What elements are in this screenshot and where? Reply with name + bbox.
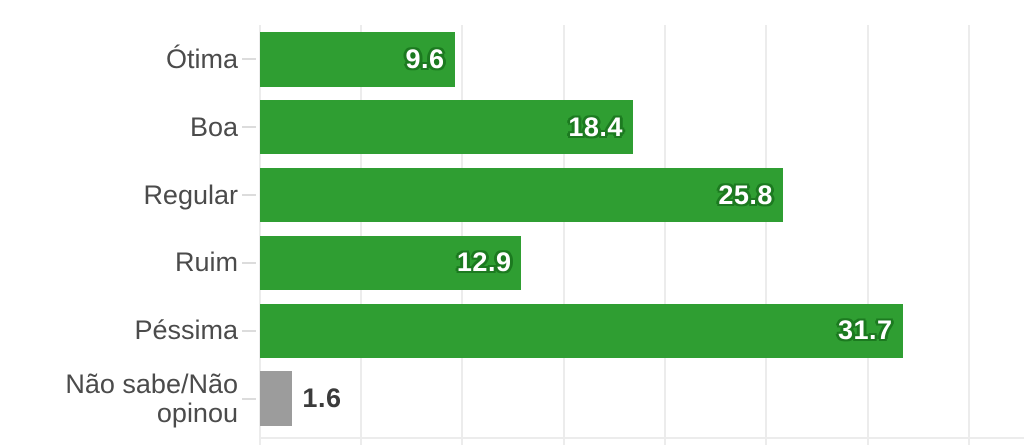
bar: 25.8 — [260, 167, 783, 223]
category-tick — [242, 261, 256, 264]
value-label: 1.6 — [302, 383, 342, 414]
category-tick — [242, 194, 256, 197]
category-tick — [242, 126, 256, 129]
gridline — [967, 25, 970, 445]
category-tick — [242, 58, 256, 61]
category-label: Não sabe/Não opinou — [65, 368, 238, 428]
category-label: Regular — [143, 179, 238, 210]
value-label: 12.9 — [456, 247, 512, 278]
bar: 9.6 — [260, 32, 455, 87]
gridline — [562, 25, 565, 445]
category-label: Boa — [189, 111, 238, 142]
bar: 31.7 — [260, 303, 903, 359]
bar: 12.9 — [260, 235, 522, 291]
gridline — [258, 25, 261, 445]
category-label: Ótima — [165, 43, 238, 74]
value-label: 9.6 — [405, 43, 445, 74]
value-label: 25.8 — [718, 179, 773, 210]
category-label: Péssima — [134, 315, 238, 346]
bar: 18.4 — [260, 99, 633, 155]
gridline — [663, 25, 666, 445]
category-tick — [242, 397, 256, 400]
value-label: 31.7 — [837, 315, 893, 346]
gridline — [461, 25, 464, 445]
bar — [260, 371, 293, 426]
baseline — [258, 437, 1024, 439]
gridline — [866, 25, 869, 445]
category-tick — [242, 329, 256, 332]
gridline — [359, 25, 362, 445]
category-label: Ruim — [174, 247, 238, 278]
gridline — [765, 25, 768, 445]
value-label: 18.4 — [568, 111, 623, 142]
